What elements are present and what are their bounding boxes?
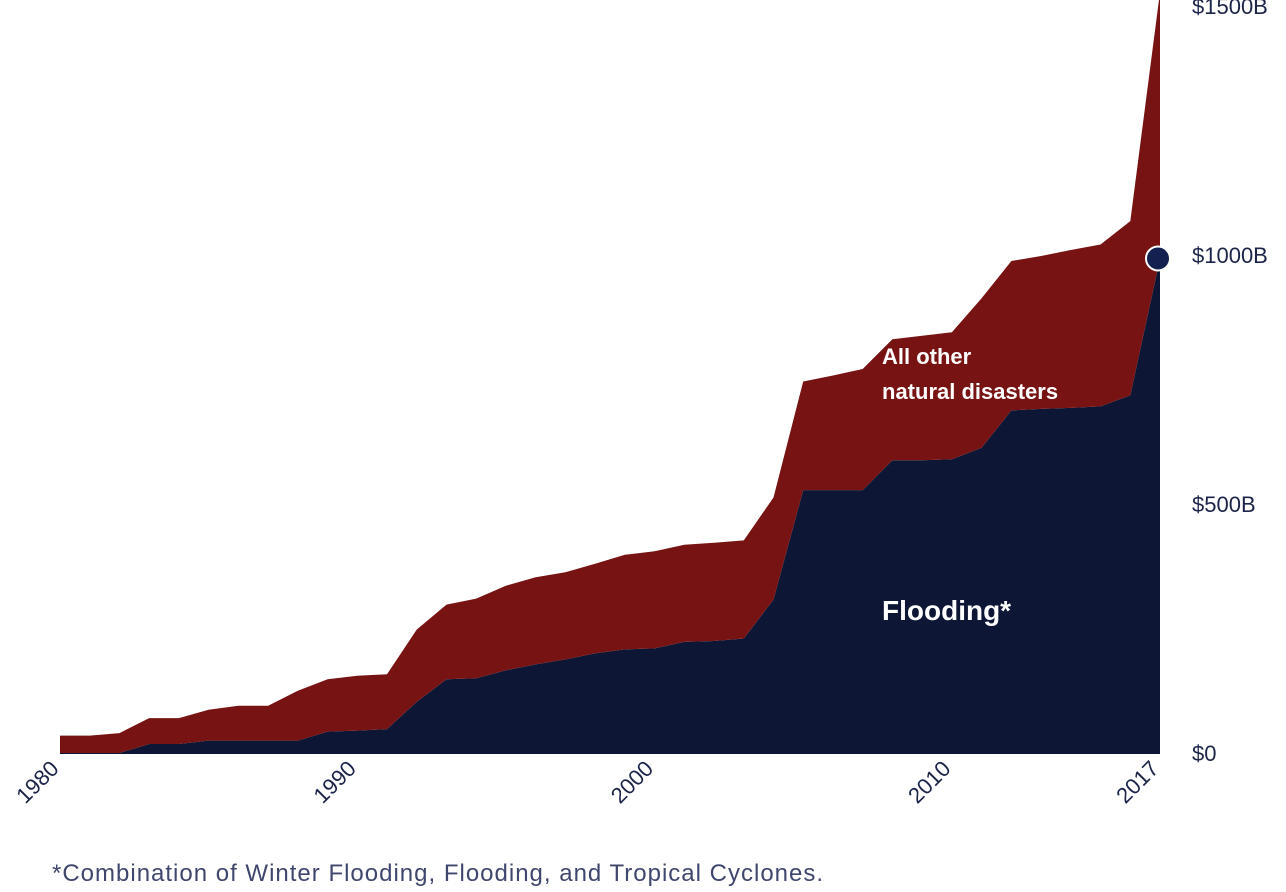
y-tick-label: $1000B [1192,243,1268,268]
area-series-other-disasters [60,0,1160,753]
x-tick-label: 2000 [606,756,658,808]
x-tick-label: 2017 [1111,756,1163,808]
x-tick-label: 1980 [11,756,63,808]
area-series-flooding [60,258,1160,754]
series-label-flooding: Flooding* [882,595,1011,626]
series-label-other-disasters: All other natural disasters [882,344,1058,404]
y-tick-label: $1500B [1192,0,1268,19]
y-tick-label: $0 [1192,741,1216,766]
x-tick-label: 2010 [903,756,955,808]
y-tick-label: $500B [1192,492,1256,517]
flooding-endpoint-marker [1145,245,1171,272]
x-tick-label: 1990 [309,756,361,808]
footnote: *Combination of Winter Flooding, Floodin… [52,860,825,887]
